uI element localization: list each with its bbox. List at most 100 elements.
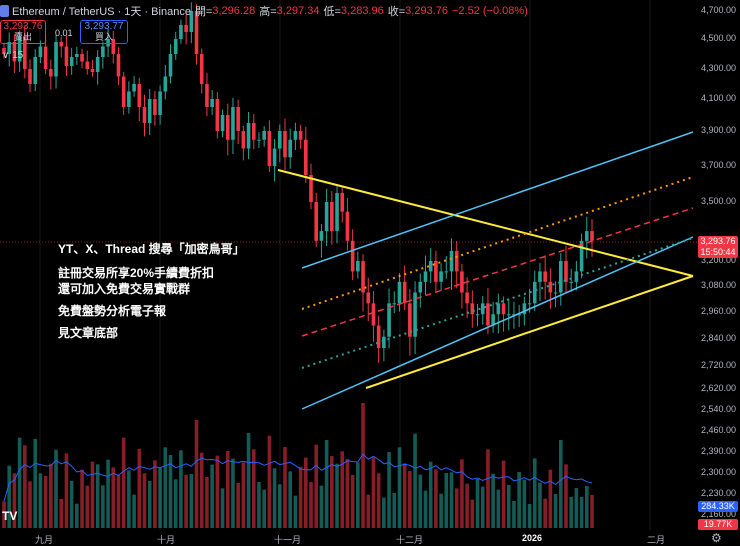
candle-body (465, 292, 469, 304)
candle-body (366, 292, 371, 304)
price-tick: 3,700.00 (701, 160, 737, 170)
volume-bar (7, 465, 12, 528)
volume-bar (54, 449, 58, 528)
last-price-value: 3,293.76 (700, 236, 736, 246)
volume-bar (189, 474, 194, 528)
candle-body (324, 202, 329, 232)
candle-body (127, 91, 131, 107)
buy-button[interactable]: 3,293.77 買入 (80, 20, 128, 44)
time-tick: 十二月 (396, 535, 424, 545)
change-value: −2.52 (−0.08%) (452, 5, 528, 17)
candle-body (116, 54, 121, 77)
volume-bar (413, 433, 417, 528)
candle-body (33, 57, 38, 84)
price-tick: 2,160.00 (701, 509, 737, 519)
candle-body (543, 271, 547, 282)
indicators-toggle[interactable]: ∨ 15 (2, 50, 24, 61)
price-tick: 4,500.00 (701, 33, 737, 43)
volume-bar (434, 469, 438, 528)
promo-line-1: YT、X、Thread 搜尋「加密鳥哥」 (58, 242, 245, 256)
volume-bar (324, 440, 329, 528)
candle-body (392, 303, 397, 305)
volume-bar (101, 485, 105, 528)
triangle-lower-line[interactable] (365, 275, 694, 389)
candle-body (449, 250, 454, 272)
volume-bar (579, 497, 584, 528)
candle-body (49, 69, 53, 77)
volume-bar (215, 455, 220, 528)
volume-bar (272, 468, 277, 528)
volume-bar (350, 475, 355, 528)
time-tick: 十一月 (274, 535, 302, 545)
candle-body (590, 231, 594, 241)
volume-bar (23, 445, 27, 528)
candle-body (330, 202, 334, 232)
candle-body (293, 131, 298, 140)
volume-ma-line (3, 453, 593, 502)
volume-bar (12, 473, 17, 528)
symbol-title[interactable]: Ethereum / TetherUS · 1天 · Binance (12, 6, 191, 18)
candle-body (80, 54, 84, 62)
candle-body (460, 271, 464, 293)
price-tick: 4,100.00 (701, 93, 737, 103)
channel-red-dashed[interactable] (301, 207, 694, 337)
volume-bar (69, 481, 74, 528)
candle-body (283, 131, 287, 158)
channel-green-dotted[interactable] (301, 237, 694, 369)
candle-body (314, 202, 319, 241)
candle-body (309, 175, 313, 202)
volume-bar (293, 495, 298, 528)
spread-value: 0.01 (55, 28, 73, 38)
candle-body (517, 314, 521, 316)
sell-button[interactable]: 3,293.76 賣出 (0, 20, 46, 44)
volume-bar (17, 437, 22, 528)
volume-bar (465, 483, 469, 528)
candle-body (12, 42, 17, 62)
candle-body (173, 39, 178, 54)
channel-bottom-line[interactable] (301, 236, 694, 410)
candle-body (522, 303, 527, 315)
volume-bar (491, 473, 495, 528)
candle-body (501, 303, 506, 315)
candle-body (480, 303, 485, 315)
candle-body (402, 281, 407, 304)
chart-header: Ethereum / TetherUS · 1天 · Binance 開= 3,2… (0, 3, 528, 19)
candle-body (106, 39, 110, 47)
gear-icon[interactable]: ⚙ (711, 531, 722, 545)
candle-body (2, 48, 6, 54)
volume-bar (173, 479, 178, 528)
candle-body (168, 54, 173, 77)
volume-bar (90, 461, 95, 528)
candle-body (304, 139, 308, 175)
volume-bar (538, 482, 542, 528)
volume-bar (304, 457, 308, 528)
candle-body (553, 292, 558, 294)
candle-body (64, 46, 69, 66)
candle-body (444, 271, 449, 273)
candle-body (210, 99, 214, 107)
channel-orange-dotted[interactable] (301, 176, 694, 310)
volume-bar (210, 464, 214, 528)
time-tick: 二月 (647, 535, 666, 545)
ethereum-icon (0, 5, 9, 17)
low-label: 低= (323, 6, 341, 18)
tradingview-logo[interactable]: TV (2, 509, 18, 523)
candle-body (558, 261, 563, 293)
time-tick: 九月 (35, 535, 54, 545)
candle-body (486, 303, 490, 326)
candle-body (345, 211, 350, 241)
price-tick: 2,840.00 (701, 333, 737, 343)
volume-bar (397, 447, 402, 528)
volume-bar (564, 464, 568, 528)
candle-body (23, 36, 27, 69)
volume-bar (382, 497, 386, 528)
candle-body (267, 131, 272, 166)
candle-body (356, 261, 360, 272)
triangle-upper-line[interactable] (277, 169, 694, 277)
price-tick: 4,300.00 (701, 63, 737, 73)
volume-bars (2, 403, 594, 528)
volume-bar (428, 461, 433, 528)
volume-bar (241, 462, 246, 528)
channel-top-line[interactable] (301, 131, 694, 269)
